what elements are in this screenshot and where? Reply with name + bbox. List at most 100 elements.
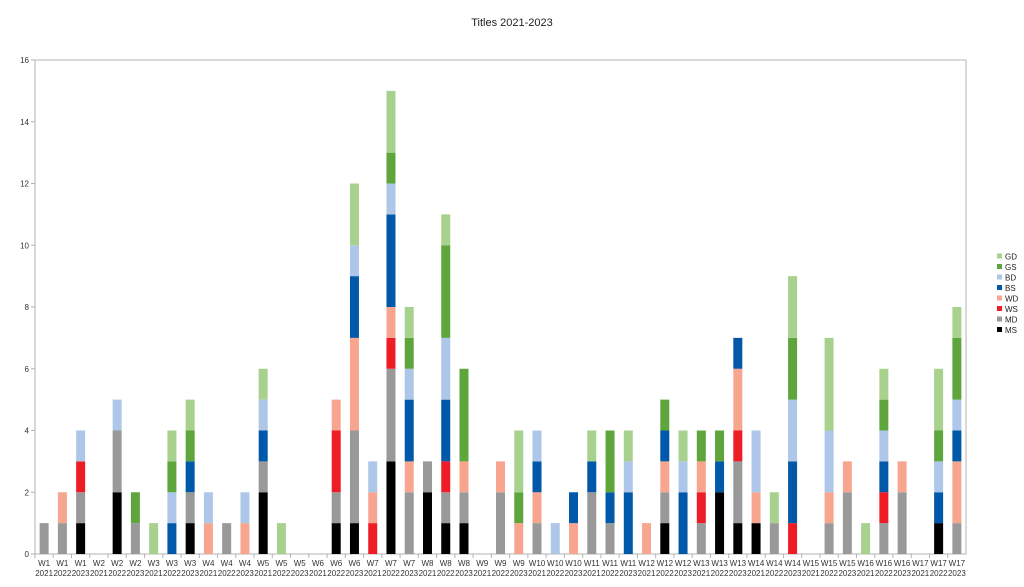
x-tick-label-year: 2023 bbox=[729, 569, 747, 578]
x-tick-label-week: W11 bbox=[584, 559, 600, 568]
x-tick-label-year: 2023 bbox=[346, 569, 364, 578]
x-tick-label-year: 2022 bbox=[327, 569, 345, 578]
bar-segment-wd bbox=[459, 461, 469, 493]
bar-segment-wd bbox=[897, 461, 907, 493]
legend-label-wd: WD bbox=[1005, 295, 1019, 304]
bar-segment-md bbox=[441, 492, 451, 524]
x-tick-label-year: 2021 bbox=[692, 569, 710, 578]
bar-segment-bd bbox=[76, 430, 86, 462]
bar-segment-bd bbox=[258, 399, 268, 431]
bar-segment-wd bbox=[514, 523, 524, 554]
x-tick-label-year: 2023 bbox=[291, 569, 309, 578]
x-tick-label-year: 2022 bbox=[820, 569, 838, 578]
x-tick-label-year: 2021 bbox=[309, 569, 327, 578]
x-tick-label-year: 2021 bbox=[911, 569, 929, 578]
bar-segment-md bbox=[605, 523, 615, 554]
x-tick-label-week: W13 bbox=[711, 559, 728, 568]
bar-segment-bd bbox=[167, 492, 177, 524]
x-tick-label-year: 2023 bbox=[72, 569, 90, 578]
bar-segment-bs bbox=[185, 461, 195, 493]
bar-segment-wd bbox=[496, 461, 505, 493]
bar-segment-gs bbox=[404, 337, 414, 369]
bar-segment-ws bbox=[788, 523, 798, 554]
bar-segment-gd bbox=[258, 368, 268, 400]
x-tick-label-year: 2023 bbox=[565, 569, 583, 578]
bar-segment-bs bbox=[788, 461, 798, 524]
x-tick-label-week: W14 bbox=[748, 559, 765, 568]
bar-segment-ws bbox=[733, 430, 743, 462]
x-tick-label-year: 2022 bbox=[492, 569, 510, 578]
x-tick-label-week: W6 bbox=[348, 559, 361, 568]
bar-segment-ms bbox=[185, 523, 195, 554]
x-tick-label-week: W15 bbox=[803, 559, 820, 568]
bar-segment-ms bbox=[258, 492, 268, 554]
bar-segment-bd bbox=[788, 399, 798, 462]
x-tick-label-year: 2021 bbox=[364, 569, 382, 578]
bar-segment-ms bbox=[112, 492, 122, 554]
bar-segment-bs bbox=[934, 492, 944, 524]
x-tick-label-year: 2021 bbox=[747, 569, 765, 578]
x-tick-label-week: W17 bbox=[912, 559, 929, 568]
x-tick-label-week: W13 bbox=[730, 559, 747, 568]
bar-segment-ws bbox=[441, 461, 451, 493]
y-tick-label: 2 bbox=[25, 488, 30, 497]
bar-segment-bd bbox=[404, 368, 414, 400]
bar-segment-gd bbox=[167, 430, 177, 462]
bar-segment-bd bbox=[386, 183, 396, 215]
x-tick-label-week: W3 bbox=[148, 559, 161, 568]
x-tick-label-week: W16 bbox=[857, 559, 874, 568]
x-tick-label-year: 2022 bbox=[163, 569, 181, 578]
x-tick-label-week: W17 bbox=[930, 559, 947, 568]
x-tick-label-year: 2022 bbox=[437, 569, 455, 578]
bar-segment-gd bbox=[386, 90, 396, 153]
bar-segment-gd bbox=[623, 430, 633, 462]
x-tick-label-week: W12 bbox=[657, 559, 674, 568]
bar-segment-bd bbox=[824, 430, 834, 493]
bar-segment-bs bbox=[678, 492, 688, 554]
x-tick-label-week: W12 bbox=[638, 559, 655, 568]
bar-segment-bd bbox=[751, 430, 761, 493]
x-tick-label-week: W10 bbox=[565, 559, 582, 568]
x-tick-label-year: 2023 bbox=[893, 569, 911, 578]
bar-segment-bs bbox=[733, 337, 743, 369]
y-tick-label: 16 bbox=[20, 56, 29, 65]
bar-segment-ws bbox=[386, 337, 396, 369]
bar-segment-wd bbox=[386, 307, 396, 338]
x-tick-label-week: W5 bbox=[294, 559, 307, 568]
bar-segment-wd bbox=[842, 461, 852, 493]
x-tick-label-week: W7 bbox=[367, 559, 380, 568]
bar-segment-gs bbox=[879, 399, 889, 431]
bar-segment-md bbox=[952, 523, 962, 554]
x-tick-label-year: 2021 bbox=[200, 569, 218, 578]
x-tick-label-week: W8 bbox=[440, 559, 453, 568]
bar-segment-gs bbox=[185, 430, 195, 462]
bar-segment-md bbox=[331, 492, 341, 524]
bar-segment-wd bbox=[569, 523, 579, 554]
bar-segment-md bbox=[258, 461, 268, 493]
bar-segment-gs bbox=[386, 152, 396, 184]
legend-label-bs: BS bbox=[1005, 284, 1016, 293]
bar-segment-wd bbox=[368, 492, 378, 524]
bar-segment-ws bbox=[368, 523, 378, 554]
legend-label-bd: BD bbox=[1005, 274, 1016, 283]
bar-segment-ws bbox=[76, 461, 86, 493]
bar-segment-gs bbox=[788, 337, 798, 400]
legend-label-ms: MS bbox=[1005, 326, 1017, 335]
y-tick-label: 6 bbox=[25, 365, 30, 374]
x-tick-label-week: W15 bbox=[821, 559, 838, 568]
bar-segment-gd bbox=[587, 430, 597, 462]
bar-segment-md bbox=[57, 523, 67, 554]
bar-segment-bs bbox=[879, 461, 889, 493]
y-tick-label: 10 bbox=[20, 241, 29, 250]
y-tick-label: 8 bbox=[25, 303, 30, 312]
bar-segment-gs bbox=[660, 399, 670, 431]
bar-segment-wd bbox=[952, 461, 962, 524]
bar-segment-bs bbox=[167, 523, 177, 554]
x-tick-label-week: W9 bbox=[495, 559, 508, 568]
legend-swatch-bd bbox=[997, 274, 1002, 280]
x-tick-label-year: 2023 bbox=[784, 569, 802, 578]
bar-segment-wd bbox=[203, 523, 213, 554]
x-tick-label-year: 2023 bbox=[510, 569, 528, 578]
bar-segment-md bbox=[879, 523, 889, 554]
bar-segment-bs bbox=[441, 399, 451, 462]
